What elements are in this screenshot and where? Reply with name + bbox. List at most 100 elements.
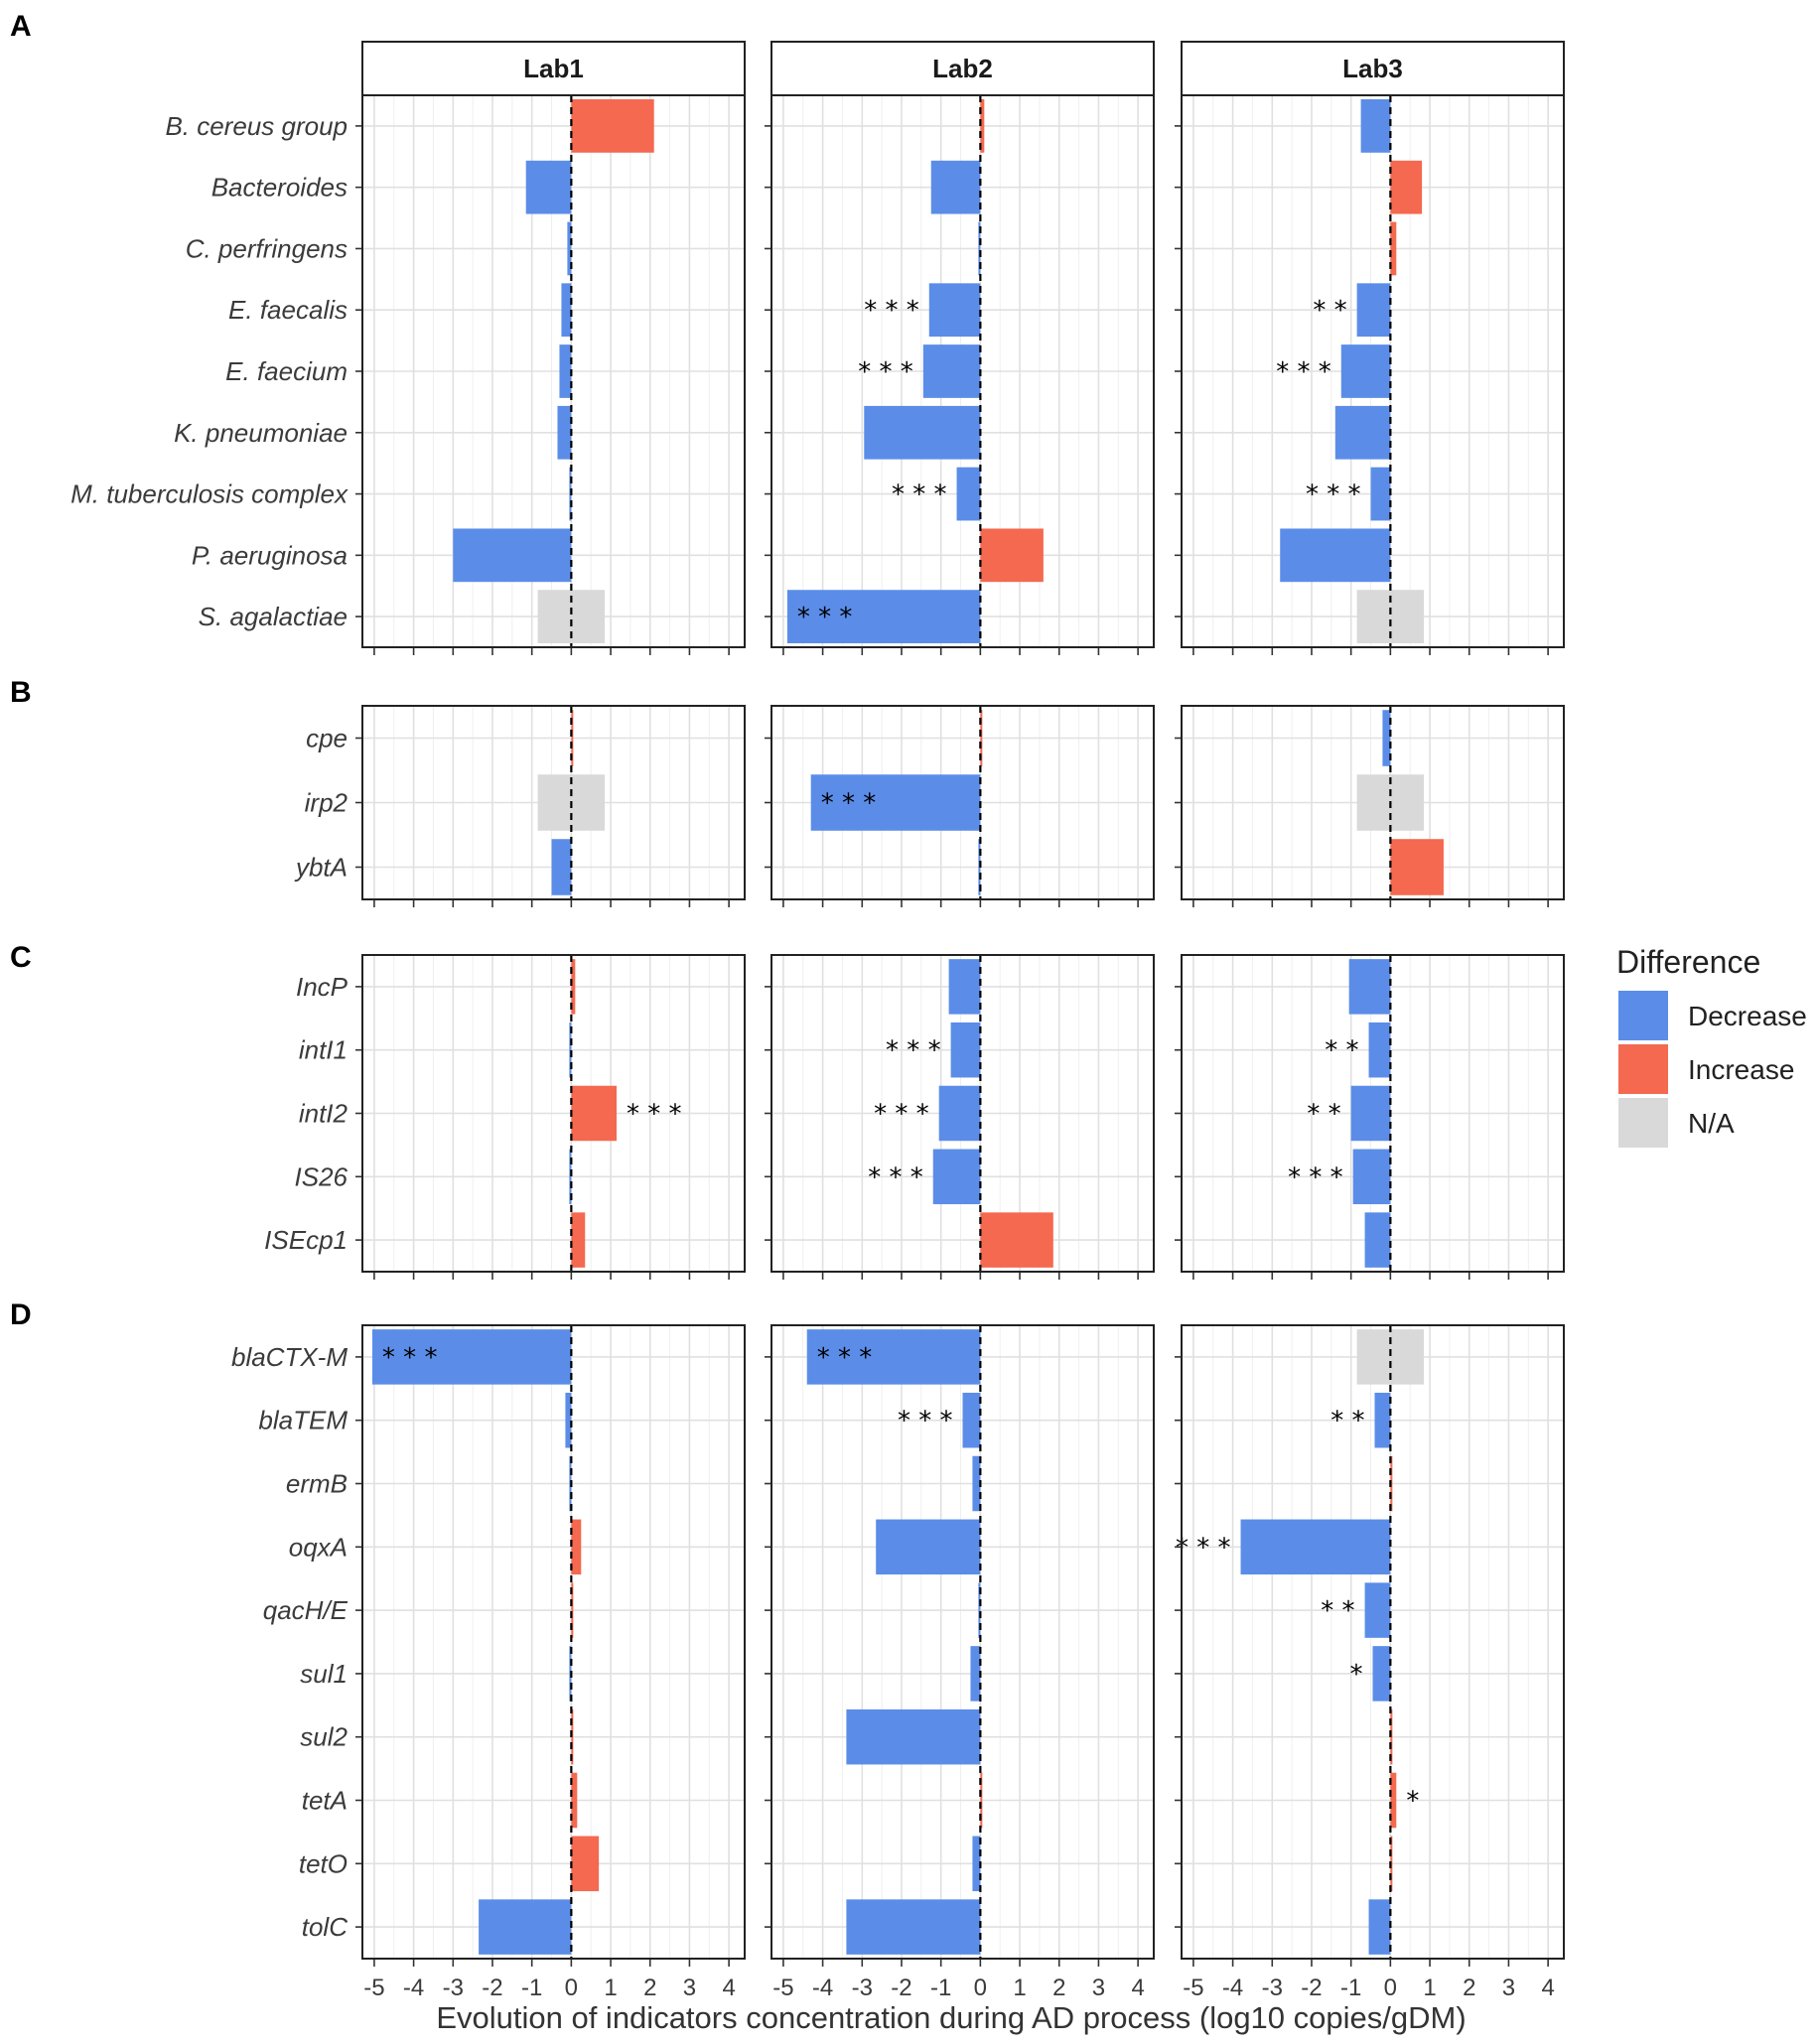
panel-a-lab2-border (770, 94, 1155, 648)
bar-lab2-blactx-m (806, 1329, 981, 1385)
significance-marker: * * * (858, 357, 913, 387)
panel-label-d: D (10, 1298, 32, 1331)
bar-lab3-c-perfringens (1390, 221, 1397, 276)
bar-lab2-irp2 (810, 774, 981, 831)
panel-label-a: A (10, 10, 32, 43)
x-tick-label: -3 (1262, 1975, 1283, 2001)
bar-lab1-k-pneumoniae (557, 405, 572, 460)
legend-title: Difference (1616, 944, 1760, 980)
bar-lab1-isecp1 (571, 1212, 586, 1268)
panel-d-lab3-background (1182, 1325, 1564, 1959)
x-tick-label: -5 (772, 1975, 793, 2001)
panel-label-b: B (10, 676, 32, 709)
x-tick-label: 2 (1463, 1975, 1475, 2001)
x-tick-label: 1 (604, 1975, 617, 2001)
significance-marker: * * * (864, 296, 919, 326)
significance-marker: * * * (627, 1100, 682, 1130)
category-label: ISEcp1 (264, 1225, 348, 1255)
bar-lab1-e-faecium (559, 344, 572, 398)
bar-lab3-is26 (1352, 1149, 1391, 1205)
category-label: C. perfringens (186, 233, 348, 263)
significance-marker: * * * (1306, 480, 1361, 510)
bar-lab2-teta (980, 1772, 983, 1829)
bar-lab3-b-cereus-group (1360, 99, 1391, 153)
bar-lab3-e-faecium (1340, 344, 1391, 398)
bar-lab3-isecp1 (1364, 1212, 1391, 1268)
x-tick-label: -3 (443, 1975, 464, 2001)
bar-lab3-m-tuberculosis-complex (1370, 467, 1391, 521)
bar-lab2-inti2 (938, 1085, 981, 1142)
bar-lab3-qach-e (1364, 1582, 1391, 1638)
bar-lab2-cpe (980, 710, 983, 766)
significance-marker: * * * (797, 603, 853, 632)
bar-lab1-p-aeruginosa (453, 528, 572, 583)
panel-d-lab3-border (1181, 1324, 1565, 1960)
facet-label-lab1: Lab1 (523, 54, 584, 83)
bar-lab3-blatem (1374, 1392, 1391, 1448)
bar-lab2-incp (948, 959, 981, 1015)
category-label: blaCTX-M (231, 1342, 348, 1372)
x-tick-label: 2 (643, 1975, 656, 2001)
x-tick-label: -5 (1183, 1975, 1203, 2001)
panel-b-lab2-border (770, 705, 1155, 900)
bar-lab3-inti2 (1350, 1085, 1391, 1142)
x-tick-label: -2 (1301, 1975, 1322, 2001)
bar-lab1-teto (571, 1836, 600, 1892)
bar-lab2-blatem (962, 1392, 981, 1448)
category-label: E. faecium (225, 356, 348, 386)
x-axis-title: Evolution of indicators concentration du… (436, 2000, 1466, 2035)
x-tick-label: 0 (1384, 1975, 1397, 2001)
facet-label-lab2: Lab2 (932, 54, 993, 83)
x-tick-label: 2 (1052, 1975, 1065, 2001)
panel-d-lab1-border (361, 1324, 746, 1960)
bar-lab1-cpe (571, 710, 574, 766)
bar-lab3-sul1 (1372, 1646, 1391, 1702)
bar-lab2-s-agalactiae (786, 590, 981, 643)
category-label: oqxA (289, 1532, 348, 1562)
bar-lab2-c-perfringens (978, 221, 981, 276)
category-label: B. cereus group (165, 111, 348, 141)
bar-lab1-blactx-m (371, 1329, 572, 1385)
category-label: IncP (296, 972, 349, 1002)
category-label: ybtA (294, 853, 348, 883)
bar-lab3-k-pneumoniae (1334, 405, 1391, 460)
category-label: M. tuberculosis complex (70, 479, 349, 509)
legend-label-na: N/A (1688, 1108, 1735, 1139)
significance-marker: * * (1325, 1036, 1358, 1066)
significance-marker: * * (1330, 1407, 1364, 1436)
category-label: E. faecalis (228, 295, 348, 325)
bar-lab3-teta (1390, 1772, 1397, 1829)
bar-lab2-qach-e (978, 1582, 981, 1638)
panel-b-lab1-border (361, 705, 746, 900)
x-tick-label: 4 (1541, 1975, 1554, 2001)
significance-marker: * * * (1276, 357, 1331, 387)
bar-lab2-inti1 (950, 1022, 981, 1078)
bar-lab3-cpe (1382, 710, 1391, 766)
category-label: irp2 (305, 788, 349, 818)
x-tick-label: -1 (521, 1975, 542, 2001)
panel-b-lab3-border (1181, 705, 1565, 900)
bar-lab3-p-aeruginosa (1280, 528, 1391, 583)
x-tick-label: 1 (1423, 1975, 1436, 2001)
bar-lab2-k-pneumoniae (864, 405, 981, 460)
panel-d-lab1-background (362, 1325, 745, 1959)
category-label: tetO (299, 1848, 348, 1878)
bar-lab2-oqxa (876, 1519, 981, 1575)
legend-label-increase: Increase (1688, 1054, 1794, 1085)
bar-lab1-is26 (569, 1149, 572, 1205)
significance-marker: * * * (892, 480, 947, 510)
x-tick-label: -1 (930, 1975, 951, 2001)
bar-lab2-tolc (846, 1899, 981, 1955)
panel-a-lab3-border (1181, 94, 1565, 648)
bar-lab2-sul2 (846, 1708, 981, 1765)
x-tick-label: -4 (812, 1975, 833, 2001)
x-tick-label: 3 (1092, 1975, 1105, 2001)
bar-lab3-incp (1348, 959, 1391, 1015)
bar-lab2-isecp1 (980, 1212, 1053, 1268)
legend-label-decrease: Decrease (1688, 1001, 1807, 1031)
significance-marker: * * (1321, 1596, 1354, 1626)
significance-marker: * * (1313, 296, 1346, 326)
bar-lab2-b-cereus-group (980, 99, 985, 153)
bar-lab3-inti1 (1368, 1022, 1391, 1078)
bar-lab1-e-faecalis (561, 283, 572, 338)
